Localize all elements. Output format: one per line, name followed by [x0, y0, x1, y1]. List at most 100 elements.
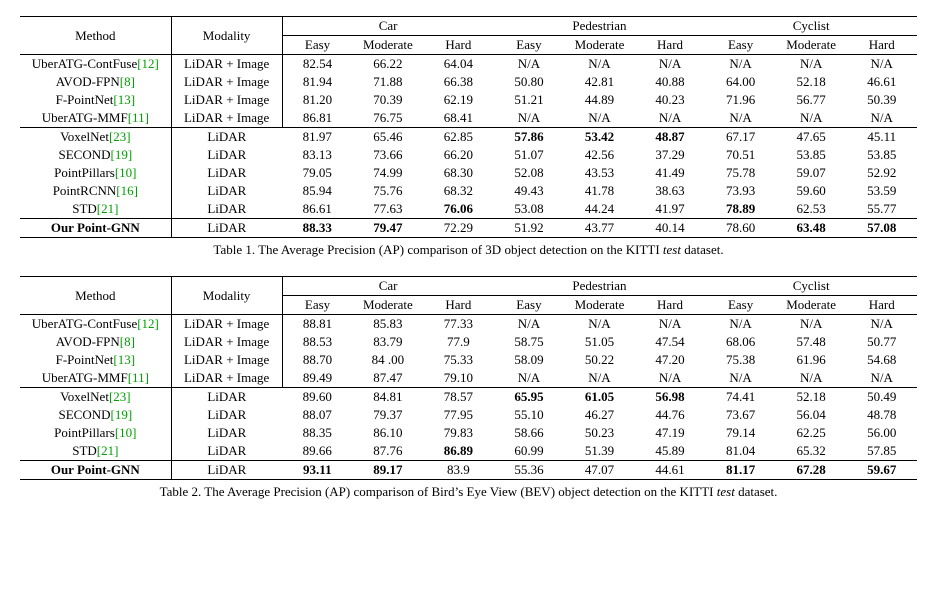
value-cell: 52.18 [776, 73, 847, 91]
value-cell: 48.87 [635, 128, 706, 147]
value-cell: 41.97 [635, 200, 706, 219]
value-cell: 81.17 [705, 461, 776, 480]
value-cell: 79.83 [423, 424, 494, 442]
value-cell: N/A [846, 55, 917, 74]
value-cell: 84 .00 [353, 351, 424, 369]
modality-cell: LiDAR + Image [171, 369, 282, 388]
value-cell: 59.60 [776, 182, 847, 200]
table-row: UberATG-ContFuse[12]LiDAR + Image82.5466… [20, 55, 917, 74]
value-cell: N/A [705, 369, 776, 388]
modality-cell: LiDAR + Image [171, 55, 282, 74]
value-cell: N/A [564, 109, 635, 128]
col-group: Cyclist [705, 17, 917, 36]
value-cell: 44.61 [635, 461, 706, 480]
value-cell: N/A [705, 109, 776, 128]
value-cell: 88.33 [282, 219, 353, 238]
value-cell: 68.30 [423, 164, 494, 182]
value-cell: 86.61 [282, 200, 353, 219]
value-cell: 40.23 [635, 91, 706, 109]
value-cell: 79.37 [353, 406, 424, 424]
method-name: STD [72, 443, 97, 458]
value-cell: 46.27 [564, 406, 635, 424]
modality-cell: LiDAR + Image [171, 73, 282, 91]
citation-ref: [11] [128, 370, 149, 385]
method-name: UberATG-MMF [42, 370, 128, 385]
value-cell: 70.51 [705, 146, 776, 164]
value-cell: 57.48 [776, 333, 847, 351]
col-modality: Modality [171, 277, 282, 315]
value-cell: 53.42 [564, 128, 635, 147]
method-name: F-PointNet [56, 92, 114, 107]
value-cell: 68.06 [705, 333, 776, 351]
value-cell: 75.76 [353, 182, 424, 200]
method-name: UberATG-ContFuse [32, 316, 137, 331]
modality-cell: LiDAR [171, 461, 282, 480]
value-cell: 81.97 [282, 128, 353, 147]
value-cell: 57.08 [846, 219, 917, 238]
value-cell: N/A [846, 369, 917, 388]
value-cell: 79.10 [423, 369, 494, 388]
method-cell: Our Point-GNN [20, 461, 171, 480]
method-name: PointPillars [54, 165, 115, 180]
value-cell: 75.78 [705, 164, 776, 182]
citation-ref: [21] [97, 201, 119, 216]
value-cell: N/A [494, 369, 565, 388]
value-cell: 88.70 [282, 351, 353, 369]
value-cell: 45.11 [846, 128, 917, 147]
modality-cell: LiDAR + Image [171, 109, 282, 128]
citation-ref: [8] [120, 74, 135, 89]
value-cell: 88.35 [282, 424, 353, 442]
value-cell: 52.08 [494, 164, 565, 182]
col-modality: Modality [171, 17, 282, 55]
value-cell: 53.85 [776, 146, 847, 164]
modality-cell: LiDAR [171, 182, 282, 200]
col-level: Hard [635, 296, 706, 315]
value-cell: 86.89 [423, 442, 494, 461]
citation-ref: [19] [111, 407, 133, 422]
modality-cell: LiDAR + Image [171, 315, 282, 334]
table-row: STD[21]LiDAR89.6687.7686.8960.9951.3945.… [20, 442, 917, 461]
value-cell: 50.39 [846, 91, 917, 109]
value-cell: 47.20 [635, 351, 706, 369]
col-level: Hard [423, 296, 494, 315]
value-cell: 52.18 [776, 388, 847, 407]
value-cell: 51.05 [564, 333, 635, 351]
table-row: AVOD-FPN[8]LiDAR + Image88.5383.7977.958… [20, 333, 917, 351]
method-cell: PointPillars[10] [20, 164, 171, 182]
value-cell: 88.81 [282, 315, 353, 334]
value-cell: 58.09 [494, 351, 565, 369]
method-name: STD [72, 201, 97, 216]
table-row: F-PointNet[13]LiDAR + Image88.7084 .0075… [20, 351, 917, 369]
value-cell: 86.81 [282, 109, 353, 128]
method-cell: SECOND[19] [20, 146, 171, 164]
value-cell: N/A [635, 369, 706, 388]
value-cell: 42.56 [564, 146, 635, 164]
value-cell: 78.89 [705, 200, 776, 219]
col-level: Moderate [564, 36, 635, 55]
method-cell: PointPillars[10] [20, 424, 171, 442]
value-cell: N/A [564, 55, 635, 74]
col-level: Moderate [776, 296, 847, 315]
value-cell: N/A [635, 315, 706, 334]
method-name: VoxelNet [60, 129, 109, 144]
value-cell: 83.9 [423, 461, 494, 480]
value-cell: 59.07 [776, 164, 847, 182]
col-level: Easy [705, 36, 776, 55]
value-cell: 50.23 [564, 424, 635, 442]
value-cell: 77.95 [423, 406, 494, 424]
table-row: STD[21]LiDAR86.6177.6376.0653.0844.2441.… [20, 200, 917, 219]
method-cell: VoxelNet[23] [20, 388, 171, 407]
value-cell: 75.33 [423, 351, 494, 369]
table-row: UberATG-MMF[11]LiDAR + Image89.4987.4779… [20, 369, 917, 388]
col-group: Car [282, 17, 494, 36]
value-cell: 66.20 [423, 146, 494, 164]
method-name: UberATG-MMF [42, 110, 128, 125]
value-cell: 55.10 [494, 406, 565, 424]
col-level: Easy [494, 296, 565, 315]
value-cell: 60.99 [494, 442, 565, 461]
value-cell: 44.89 [564, 91, 635, 109]
citation-ref: [8] [120, 334, 135, 349]
value-cell: 56.98 [635, 388, 706, 407]
value-cell: 76.75 [353, 109, 424, 128]
modality-cell: LiDAR [171, 219, 282, 238]
